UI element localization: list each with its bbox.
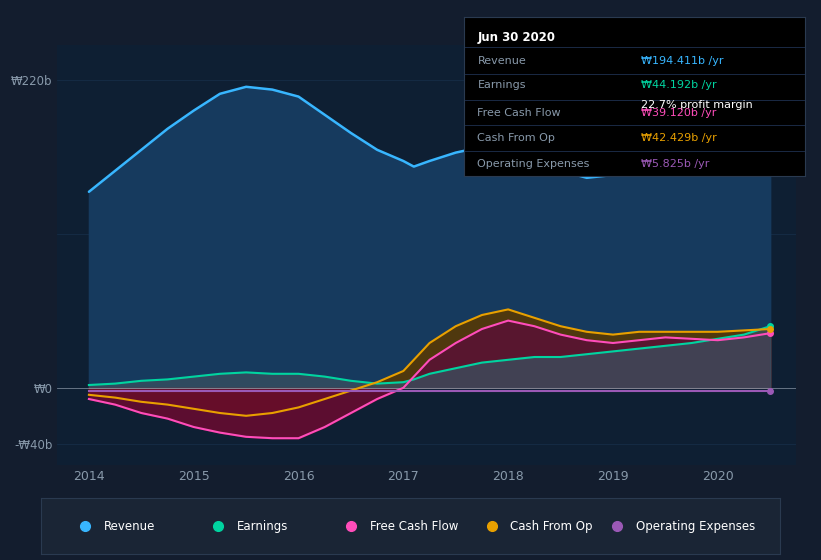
Text: Free Cash Flow: Free Cash Flow [370, 520, 458, 533]
Text: Jun 30 2020: Jun 30 2020 [478, 31, 556, 44]
Text: 22.7% profit margin: 22.7% profit margin [641, 100, 753, 110]
Text: Cash From Op: Cash From Op [511, 520, 593, 533]
Text: Operating Expenses: Operating Expenses [478, 158, 589, 169]
Text: Free Cash Flow: Free Cash Flow [478, 108, 561, 118]
Text: Revenue: Revenue [104, 520, 155, 533]
Text: Earnings: Earnings [237, 520, 288, 533]
Text: ₩39.120b /yr: ₩39.120b /yr [641, 108, 717, 118]
Text: Earnings: Earnings [478, 80, 526, 90]
Text: ₩5.825b /yr: ₩5.825b /yr [641, 158, 709, 169]
Text: Revenue: Revenue [478, 57, 526, 67]
Text: ₩44.192b /yr: ₩44.192b /yr [641, 80, 717, 90]
Text: Cash From Op: Cash From Op [478, 133, 555, 143]
Text: ₩42.429b /yr: ₩42.429b /yr [641, 133, 717, 143]
Text: ₩194.411b /yr: ₩194.411b /yr [641, 57, 723, 67]
Text: Operating Expenses: Operating Expenses [636, 520, 755, 533]
